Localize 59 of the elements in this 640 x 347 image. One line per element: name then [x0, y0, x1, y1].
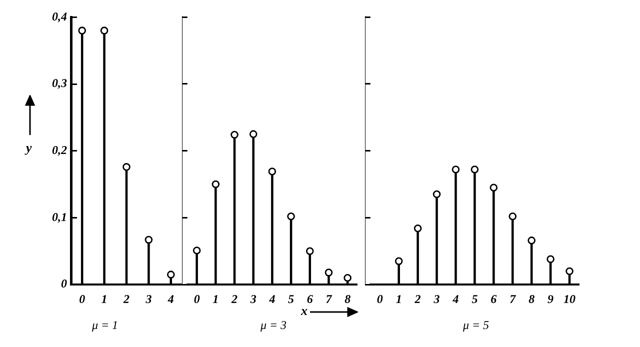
x-tick-label: 4: [452, 292, 459, 306]
point: [100, 26, 108, 34]
x-tick-label: 2: [230, 292, 238, 306]
x-tick-label: 2: [122, 292, 130, 306]
x-tick-label: 0: [194, 292, 200, 306]
point: [78, 26, 86, 34]
x-tick-label: 6: [306, 292, 313, 306]
y-tick-label: 0,1: [52, 210, 67, 224]
x-tick-label: 3: [432, 292, 440, 306]
point: [212, 180, 220, 188]
x-tick-label: 6: [490, 292, 497, 306]
text: μ = 5: [462, 318, 490, 333]
x-tick-label: 9: [548, 292, 554, 306]
x-tick-label: 4: [268, 292, 276, 306]
x-tick-label: 3: [249, 292, 256, 306]
y-tick-label: 0: [61, 276, 67, 291]
y-tick-label: 0,4: [52, 9, 67, 24]
x-tick-label: 0: [79, 292, 86, 306]
y-axis-title: y: [26, 140, 32, 156]
x-tick-label: 10: [564, 292, 576, 306]
point: [566, 267, 574, 276]
point: [432, 190, 441, 198]
x-tick-label: 4: [166, 292, 174, 306]
point: [122, 163, 130, 171]
point: [414, 224, 422, 232]
point: [249, 130, 258, 138]
x-tick-label: 7: [326, 292, 333, 306]
x-tick-label: 1: [396, 292, 402, 306]
text: μ = 3: [259, 318, 288, 333]
x-tick-label: 1: [101, 292, 108, 306]
point: [268, 168, 276, 176]
text: μ = 1: [90, 318, 120, 333]
point: [490, 184, 498, 192]
point: [470, 166, 479, 174]
x-tick-label: 5: [472, 292, 478, 306]
point: [394, 257, 403, 266]
x-tick-label: 3: [144, 292, 152, 306]
x-tick-label: 2: [414, 292, 421, 306]
point: [167, 270, 175, 278]
x-tick-label: 0: [376, 292, 383, 306]
point: [528, 236, 536, 244]
point: [144, 236, 153, 244]
point: [192, 246, 201, 254]
point: [287, 212, 295, 220]
y-tick-label: 0,3: [52, 76, 67, 90]
point: [344, 274, 352, 282]
point: [508, 212, 517, 220]
point: [230, 130, 238, 139]
x-tick-label: 7: [510, 292, 517, 306]
x-tick-label: 1: [212, 292, 219, 306]
point: [306, 247, 314, 256]
point: [546, 255, 554, 264]
point: [452, 166, 460, 174]
y-tick-label: 0,2: [52, 142, 67, 157]
x-tick-label: 8: [344, 292, 351, 306]
point: [324, 268, 333, 276]
x-axis-title: x: [301, 303, 308, 319]
x-tick-label: 8: [528, 292, 535, 306]
x-tick-label: 5: [288, 292, 294, 306]
